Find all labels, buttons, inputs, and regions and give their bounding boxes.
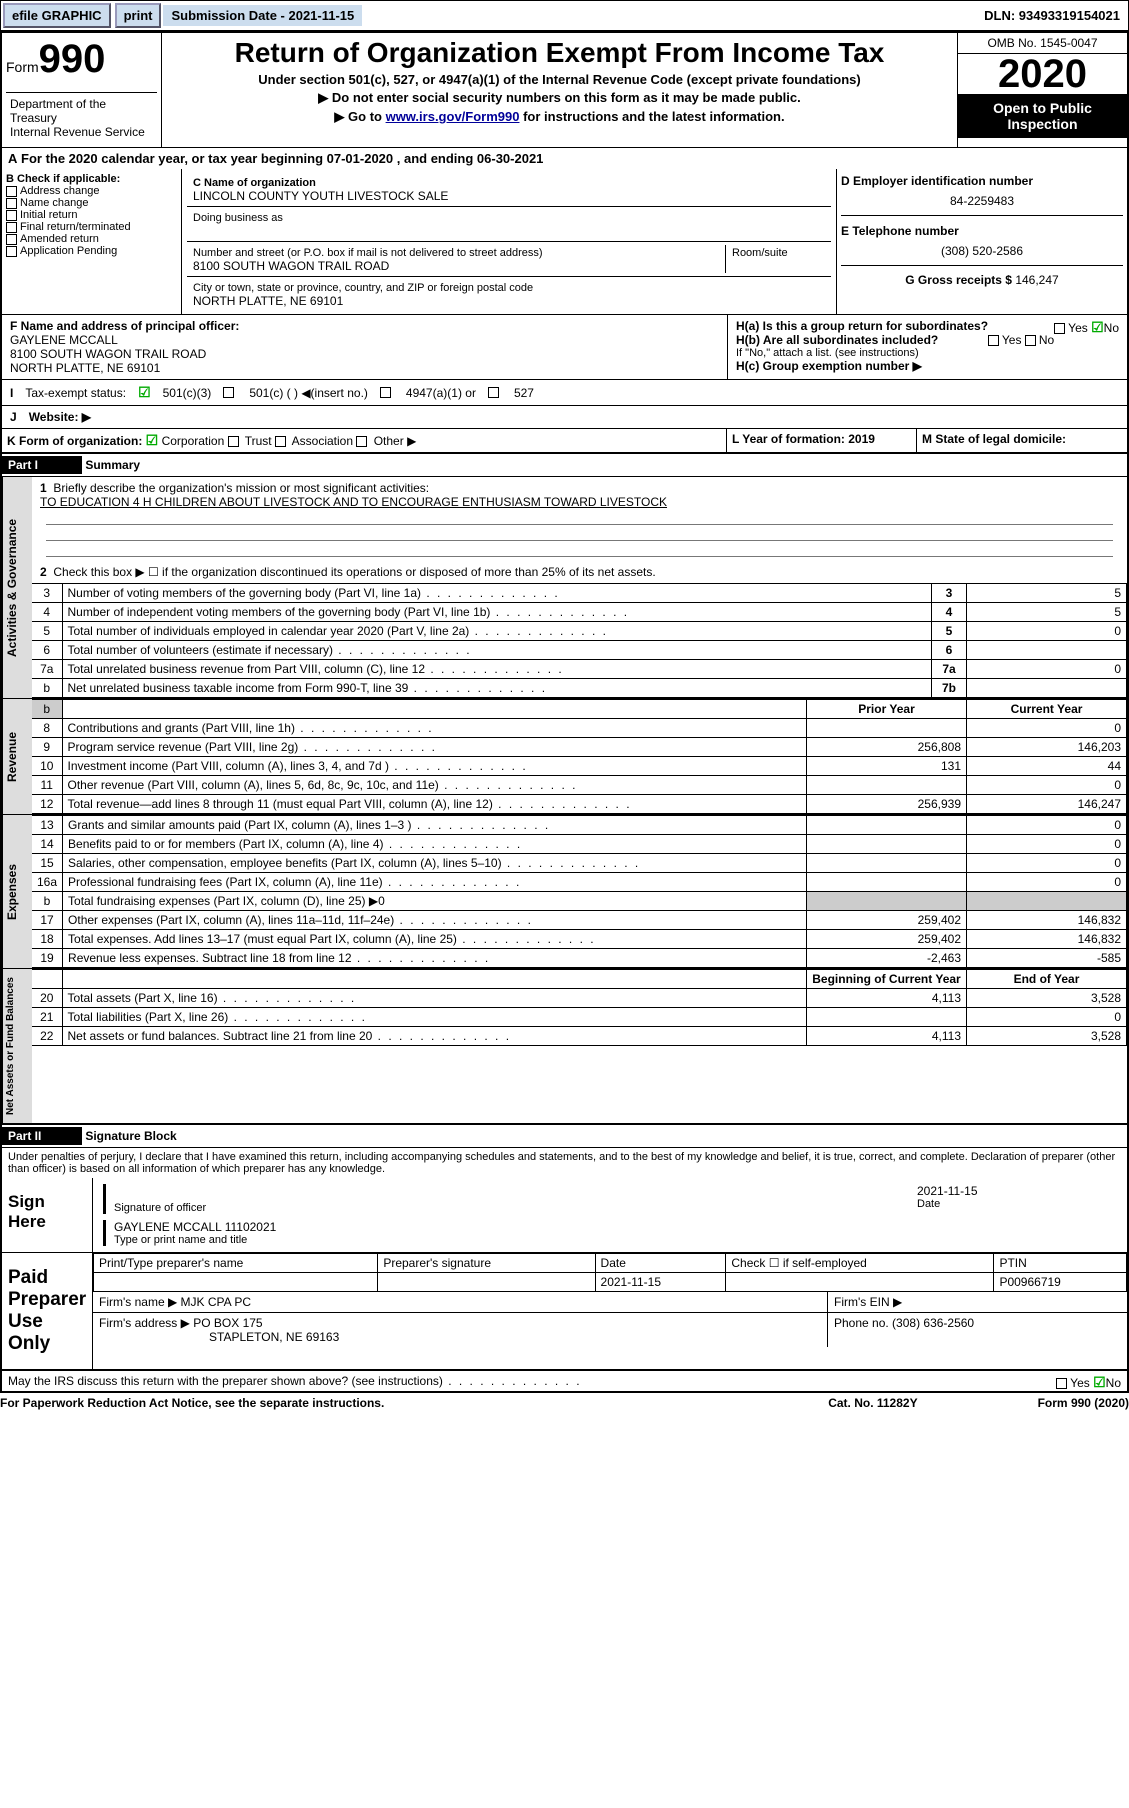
- no-ssn: ▶ Do not enter social security numbers o…: [172, 90, 947, 106]
- line-k-l-m: K Form of organization: ☑ Corporation Tr…: [2, 429, 1127, 453]
- line-i: ITax-exempt status: ☑501(c)(3) 501(c) ( …: [2, 380, 1127, 406]
- line-1: 1 Briefly describe the organization's mi…: [32, 477, 1127, 561]
- block-c: C Name of organizationLINCOLN COUNTY YOU…: [182, 169, 837, 314]
- line-2: 2 Check this box ▶ ☐ if the organization…: [32, 561, 1127, 583]
- side-netassets: Net Assets or Fund Balances: [2, 969, 32, 1123]
- line-a: A For the 2020 calendar year, or tax yea…: [2, 148, 1127, 169]
- dln: DLN: 93493319154021: [976, 5, 1128, 26]
- officer-name: GAYLENE MCCALL 11102021: [114, 1220, 1117, 1234]
- line-j: JWebsite: ▶: [2, 406, 1127, 429]
- block-h: H(a) Is this a group return for subordin…: [727, 315, 1127, 379]
- side-expenses: Expenses: [2, 815, 32, 968]
- footer: For Paperwork Reduction Act Notice, see …: [0, 1393, 1129, 1413]
- block-f: F Name and address of principal officer:…: [2, 315, 727, 379]
- efile-label: efile GRAPHIC: [3, 3, 111, 28]
- goto-line: ▶ Go to www.irs.gov/Form990 for instruct…: [172, 109, 947, 125]
- submission-date: Submission Date - 2021-11-15: [163, 5, 362, 26]
- print-button[interactable]: print: [115, 3, 162, 28]
- subtitle: Under section 501(c), 527, or 4947(a)(1)…: [172, 72, 947, 87]
- goto-link[interactable]: www.irs.gov/Form990: [386, 109, 520, 124]
- form-990: Form990 Department of the Treasury Inter…: [0, 31, 1129, 1393]
- phone: (308) 520-2586: [841, 244, 1123, 258]
- ein: 84-2259483: [841, 194, 1123, 208]
- mission: TO EDUCATION 4 H CHILDREN ABOUT LIVESTOC…: [40, 495, 667, 509]
- dept-label: Department of the Treasury Internal Reve…: [6, 92, 157, 143]
- discuss-line: May the IRS discuss this return with the…: [2, 1370, 1127, 1391]
- side-revenue: Revenue: [2, 699, 32, 814]
- paid-preparer-label: Paid Preparer Use Only: [2, 1253, 92, 1369]
- block-b: B Check if applicable: Address changeNam…: [2, 169, 182, 314]
- org-name: LINCOLN COUNTY YOUTH LIVESTOCK SALE: [193, 189, 448, 203]
- declaration: Under penalties of perjury, I declare th…: [2, 1148, 1127, 1178]
- omb: OMB No. 1545-0047: [958, 33, 1127, 54]
- gross-receipts: 146,247: [1015, 273, 1058, 287]
- part1-header: Part I Summary: [2, 453, 1127, 477]
- tax-year: 2020: [958, 54, 1127, 94]
- public-inspection: Open to Public Inspection: [958, 94, 1127, 138]
- top-toolbar: efile GRAPHIC print Submission Date - 20…: [0, 0, 1129, 31]
- block-d-e-g: D Employer identification number84-22594…: [837, 169, 1127, 314]
- form-title: Return of Organization Exempt From Incom…: [172, 37, 947, 69]
- org-address: 8100 SOUTH WAGON TRAIL ROAD: [193, 259, 389, 273]
- org-city: NORTH PLATTE, NE 69101: [193, 294, 343, 308]
- part2-header: Part II Signature Block: [2, 1124, 1127, 1148]
- sign-here-label: Sign Here: [2, 1178, 92, 1252]
- form-label: Form990: [6, 37, 157, 82]
- side-governance: Activities & Governance: [2, 477, 32, 698]
